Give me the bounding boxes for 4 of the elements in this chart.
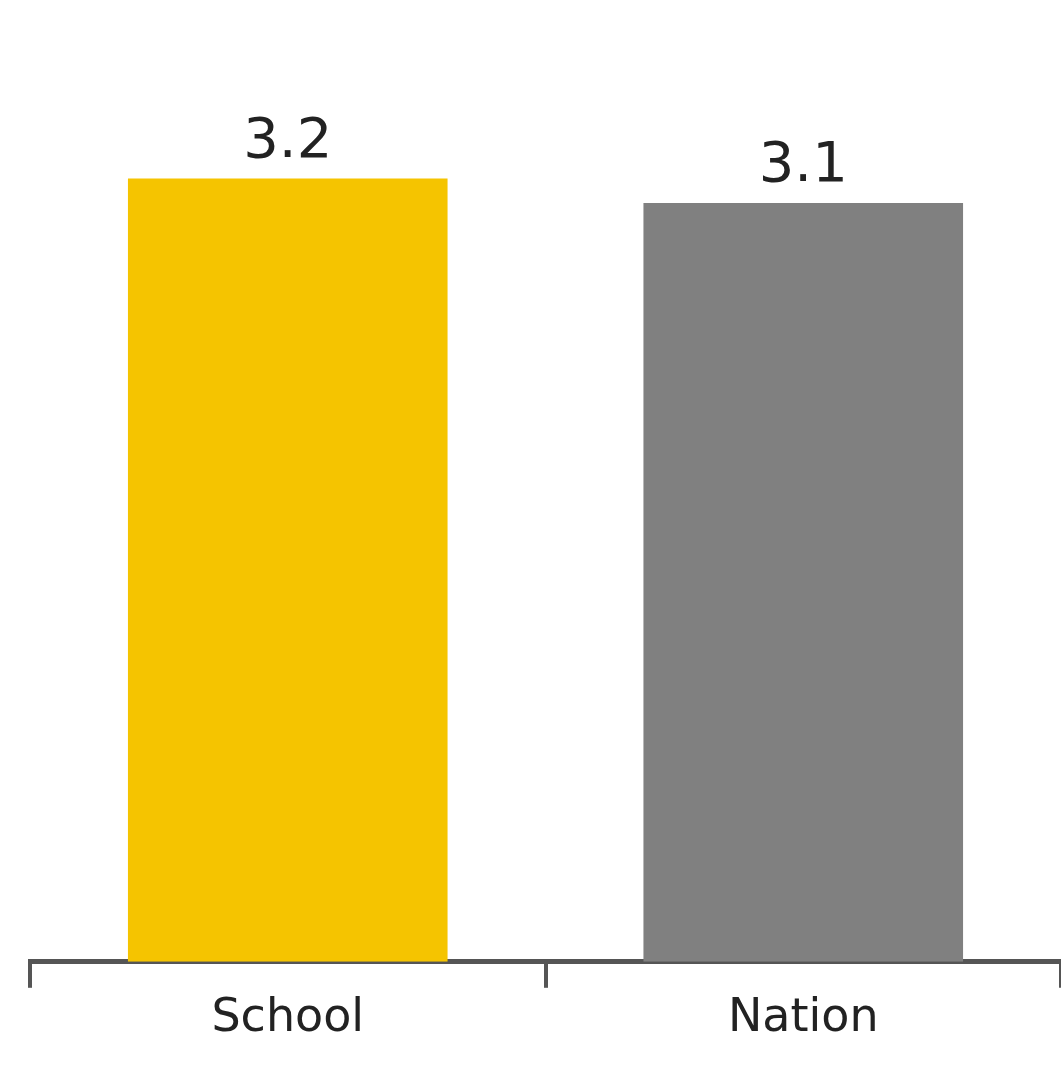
x-tick-label: Nation (727, 988, 879, 1043)
x-tick-label: School (211, 988, 365, 1043)
data-label: 3.1 (758, 129, 848, 195)
data-label: 3.2 (243, 104, 333, 170)
